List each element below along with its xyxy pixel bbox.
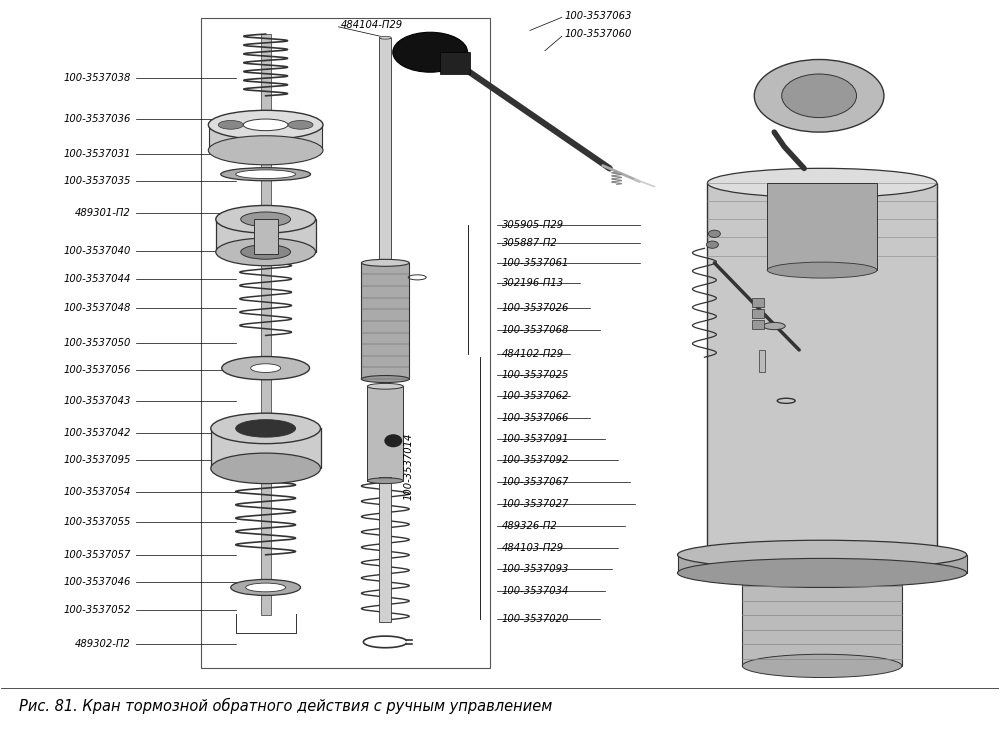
Text: 100-3537054: 100-3537054 — [64, 486, 131, 496]
Text: 100-3537026: 100-3537026 — [502, 303, 569, 313]
Bar — [752, 320, 764, 329]
Bar — [759, 350, 765, 372]
Text: 489302-П2: 489302-П2 — [75, 639, 131, 649]
Ellipse shape — [393, 32, 468, 72]
Text: 100-3537038: 100-3537038 — [64, 73, 131, 82]
Ellipse shape — [706, 241, 718, 249]
Text: 100-3537036: 100-3537036 — [64, 114, 131, 124]
Text: 100-3537040: 100-3537040 — [64, 246, 131, 256]
Text: 100-3537060: 100-3537060 — [565, 29, 632, 39]
Text: 100-3537068: 100-3537068 — [502, 324, 569, 335]
Ellipse shape — [742, 545, 902, 569]
Ellipse shape — [246, 583, 286, 592]
Text: 305905-П29: 305905-П29 — [502, 220, 564, 230]
Circle shape — [384, 434, 402, 448]
Ellipse shape — [678, 540, 967, 569]
Ellipse shape — [222, 356, 310, 380]
Text: 484104-П29: 484104-П29 — [340, 20, 403, 30]
Ellipse shape — [288, 120, 313, 129]
Text: 100-3537057: 100-3537057 — [64, 550, 131, 560]
Bar — [209, 125, 322, 150]
Ellipse shape — [218, 120, 243, 129]
Bar — [440, 52, 470, 74]
Ellipse shape — [241, 212, 291, 227]
Text: 100-3537027: 100-3537027 — [502, 499, 569, 509]
Ellipse shape — [763, 322, 785, 330]
Bar — [678, 555, 967, 573]
Ellipse shape — [708, 230, 720, 238]
Text: 100-3537093: 100-3537093 — [502, 564, 569, 574]
Text: 484102-П29: 484102-П29 — [502, 348, 564, 359]
Text: 100-3537091: 100-3537091 — [502, 434, 569, 444]
Ellipse shape — [211, 453, 321, 483]
Bar — [767, 183, 877, 270]
Ellipse shape — [243, 119, 288, 130]
Ellipse shape — [767, 262, 877, 278]
Text: 100-3537035: 100-3537035 — [64, 176, 131, 187]
Text: 100-3537062: 100-3537062 — [502, 391, 569, 402]
Bar — [367, 386, 403, 480]
Text: 100-3537061: 100-3537061 — [502, 258, 569, 268]
Text: 100-3537050: 100-3537050 — [64, 338, 131, 348]
Ellipse shape — [236, 420, 296, 437]
Ellipse shape — [754, 60, 884, 132]
Ellipse shape — [208, 110, 323, 139]
Ellipse shape — [236, 170, 296, 179]
Text: 100-3537052: 100-3537052 — [64, 605, 131, 615]
Text: 100-3537055: 100-3537055 — [64, 517, 131, 527]
Ellipse shape — [742, 654, 902, 677]
Bar — [742, 557, 902, 666]
Text: 100-3537034: 100-3537034 — [502, 586, 569, 596]
Text: 100-3537031: 100-3537031 — [64, 149, 131, 159]
Bar — [254, 219, 278, 254]
Ellipse shape — [231, 580, 301, 596]
Text: 489326-П2: 489326-П2 — [502, 521, 558, 531]
Bar — [707, 183, 937, 561]
Ellipse shape — [678, 558, 967, 588]
Text: 100-3537066: 100-3537066 — [502, 413, 569, 423]
Bar — [201, 18, 490, 668]
Text: Рис. 81. Кран тормозной обратного действия с ручным управлением: Рис. 81. Кран тормозной обратного действ… — [19, 698, 553, 714]
Ellipse shape — [211, 413, 321, 444]
Bar — [379, 38, 391, 277]
Bar — [361, 263, 409, 379]
Ellipse shape — [241, 245, 291, 260]
Ellipse shape — [379, 36, 391, 39]
Text: 100-3537043: 100-3537043 — [64, 396, 131, 406]
Text: 100-3537063: 100-3537063 — [565, 11, 632, 21]
Ellipse shape — [251, 364, 281, 373]
Ellipse shape — [782, 74, 857, 117]
Ellipse shape — [221, 168, 311, 181]
Bar — [752, 309, 764, 318]
Bar — [261, 34, 271, 615]
Ellipse shape — [361, 375, 409, 383]
Text: 484103-П29: 484103-П29 — [502, 542, 564, 553]
Text: 305887-П2: 305887-П2 — [502, 238, 558, 248]
Ellipse shape — [361, 260, 409, 266]
Text: 100-3537092: 100-3537092 — [502, 456, 569, 465]
Text: 100-3537014: 100-3537014 — [403, 432, 413, 500]
Text: 100-3537025: 100-3537025 — [502, 370, 569, 380]
Ellipse shape — [216, 238, 316, 266]
Bar — [211, 429, 320, 468]
Ellipse shape — [707, 168, 937, 198]
Text: 100-3537095: 100-3537095 — [64, 456, 131, 465]
Text: 100-3537048: 100-3537048 — [64, 303, 131, 313]
Text: 100-3537056: 100-3537056 — [64, 365, 131, 375]
Text: 100-3537067: 100-3537067 — [502, 477, 569, 487]
Bar — [379, 477, 391, 623]
Ellipse shape — [216, 206, 316, 233]
Text: 489301-П2: 489301-П2 — [75, 208, 131, 219]
Ellipse shape — [367, 383, 403, 389]
Text: 302196-П13: 302196-П13 — [502, 278, 564, 288]
Bar — [216, 219, 316, 252]
Text: 100-3537044: 100-3537044 — [64, 274, 131, 284]
Text: 100-3537042: 100-3537042 — [64, 429, 131, 438]
Text: 100-3537020: 100-3537020 — [502, 614, 569, 624]
Bar — [752, 298, 764, 307]
Ellipse shape — [367, 477, 403, 483]
Ellipse shape — [208, 136, 323, 165]
Text: 100-3537046: 100-3537046 — [64, 577, 131, 588]
